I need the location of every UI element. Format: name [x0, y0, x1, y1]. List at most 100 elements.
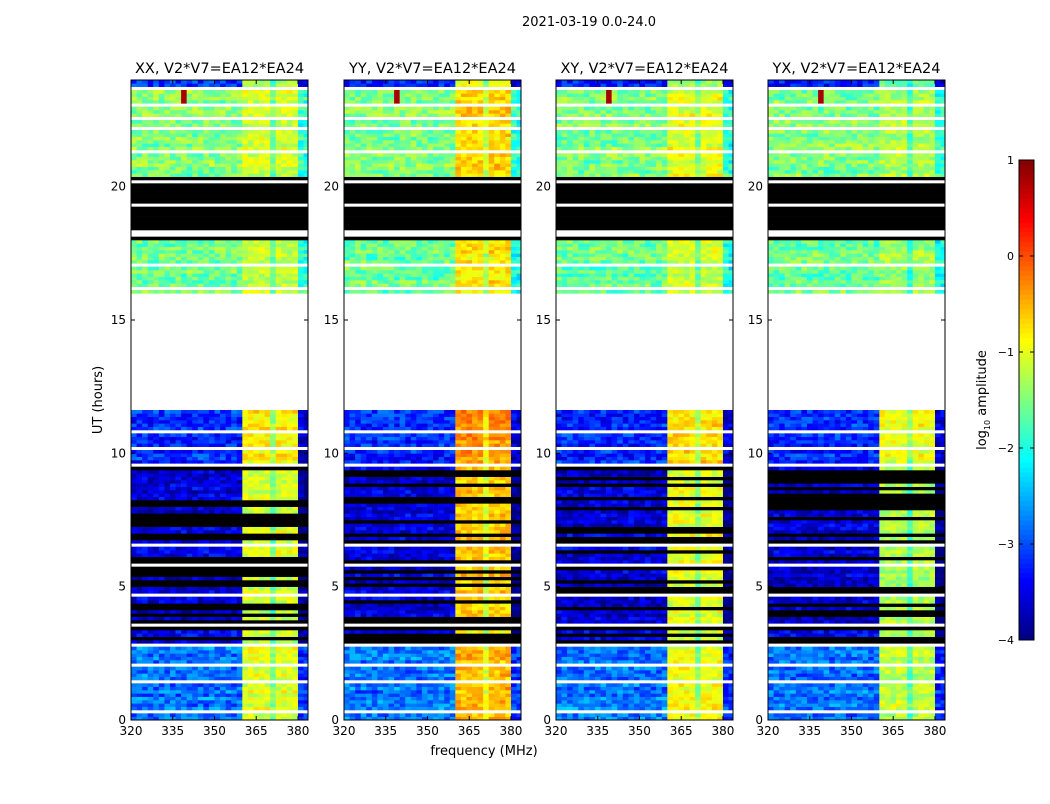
heatmap-cell	[265, 477, 271, 481]
heatmap-cell	[231, 133, 237, 137]
heatmap-cell	[455, 690, 461, 694]
heatmap-cell	[231, 423, 237, 427]
heatmap-cell	[192, 160, 198, 164]
heatmap-cell	[276, 497, 282, 501]
flagged-row	[131, 227, 308, 231]
heatmap-cell	[237, 113, 243, 117]
heatmap-cell	[209, 157, 215, 161]
heatmap-cell	[287, 243, 293, 247]
heatmap-cell	[226, 130, 232, 134]
heatmap-cell	[276, 667, 282, 671]
heatmap-cell	[444, 460, 450, 464]
heatmap-cell	[137, 547, 143, 551]
heatmap-cell	[450, 443, 456, 447]
heatmap-cell	[159, 163, 165, 167]
heatmap-cell	[187, 137, 193, 141]
heatmap-cell	[148, 93, 154, 97]
heatmap-cell	[483, 657, 489, 661]
heatmap-cell	[192, 690, 198, 694]
heatmap-cell	[237, 120, 243, 124]
heatmap-cell	[276, 283, 282, 287]
heatmap-cell	[372, 513, 378, 517]
heatmap-cell	[265, 427, 271, 431]
heatmap-cell	[461, 480, 467, 484]
heatmap-cell	[270, 133, 276, 137]
heatmap-cell	[439, 707, 445, 711]
heatmap-cell	[472, 683, 478, 687]
heatmap-cell	[142, 93, 148, 97]
heatmap-cell	[131, 130, 137, 134]
heatmap-cell	[198, 453, 204, 457]
heatmap-cell	[287, 713, 293, 717]
heatmap-cell	[248, 110, 254, 114]
heatmap-cell	[276, 470, 282, 474]
heatmap-cell	[405, 567, 411, 571]
heatmap-cell	[494, 667, 500, 671]
heatmap-cell	[489, 573, 495, 577]
heatmap-cell	[511, 677, 517, 681]
heatmap-cell	[427, 440, 433, 444]
heatmap-cell	[148, 410, 154, 414]
heatmap-cell	[472, 553, 478, 557]
heatmap-cell	[209, 107, 215, 111]
heatmap-cell	[511, 580, 517, 584]
heatmap-cell	[372, 503, 378, 507]
heatmap-cell	[142, 673, 148, 677]
heatmap-cell	[164, 153, 170, 157]
heatmap-cell	[209, 713, 215, 717]
heatmap-cell	[455, 703, 461, 707]
heatmap-cell	[292, 677, 298, 681]
heatmap-cell	[377, 557, 383, 561]
heatmap-cell	[461, 490, 467, 494]
heatmap-cell	[298, 547, 304, 551]
heatmap-cell	[137, 107, 143, 111]
heatmap-cell	[411, 703, 417, 707]
heatmap-cell	[214, 120, 220, 124]
heatmap-cell	[411, 650, 417, 654]
heatmap-cell	[344, 537, 350, 541]
heatmap-cell	[231, 587, 237, 591]
heatmap-cell	[478, 477, 484, 481]
heatmap-cell	[148, 697, 154, 701]
heatmap-cell	[270, 167, 276, 171]
heatmap-cell	[148, 453, 154, 457]
heatmap-cell	[366, 530, 372, 534]
heatmap-cell	[500, 603, 506, 607]
heatmap-cell	[366, 450, 372, 454]
flagged-row	[344, 560, 521, 564]
heatmap-cell	[214, 173, 220, 177]
heatmap-cell	[265, 273, 271, 277]
heatmap-cell	[287, 123, 293, 127]
heatmap-cell	[405, 550, 411, 554]
heatmap-cell	[511, 567, 517, 571]
heatmap-cell	[248, 547, 254, 551]
heatmap-cell	[366, 507, 372, 511]
heatmap-cell	[203, 633, 209, 637]
heatmap-cell	[226, 260, 232, 264]
heatmap-cell	[450, 547, 456, 551]
heatmap-cell	[226, 273, 232, 277]
heatmap-cell	[422, 530, 428, 534]
heatmap-cell	[242, 470, 248, 474]
heatmap-cell	[159, 510, 165, 514]
heatmap-cell	[248, 413, 254, 417]
flagged-row	[131, 213, 308, 217]
heatmap-cell	[489, 487, 495, 491]
heatmap-cell	[231, 553, 237, 557]
heatmap-cell	[270, 157, 276, 161]
heatmap-cell	[137, 240, 143, 244]
heatmap-cell	[270, 487, 276, 491]
heatmap-cell	[242, 130, 248, 134]
heatmap-cell	[416, 517, 422, 521]
heatmap-cell	[276, 510, 282, 514]
heatmap-cell	[472, 660, 478, 664]
heatmap-cell	[159, 290, 165, 294]
heatmap-cell	[170, 243, 176, 247]
heatmap-cell	[148, 630, 154, 634]
heatmap-cell	[192, 247, 198, 251]
heatmap-cell	[478, 590, 484, 594]
heatmap-cell	[142, 290, 148, 294]
heatmap-cell	[226, 490, 232, 494]
heatmap-cell	[478, 630, 484, 634]
heatmap-cell	[298, 120, 304, 124]
